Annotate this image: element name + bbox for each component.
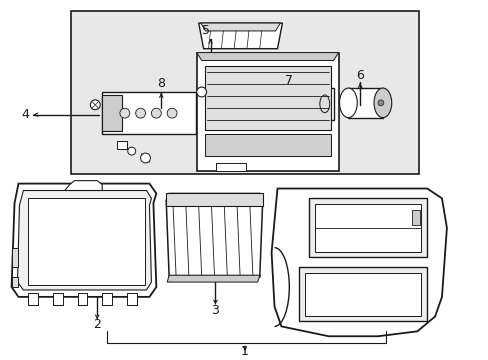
Polygon shape: [196, 53, 338, 171]
Circle shape: [127, 147, 135, 155]
Circle shape: [141, 153, 150, 163]
Polygon shape: [64, 181, 102, 190]
Text: 8: 8: [157, 77, 165, 90]
Polygon shape: [166, 193, 262, 277]
Text: 1: 1: [241, 345, 248, 357]
Bar: [314, 204, 421, 252]
Polygon shape: [347, 88, 382, 118]
Polygon shape: [102, 95, 122, 131]
Bar: [28, 198, 144, 285]
Text: 5: 5: [201, 24, 209, 37]
Text: 7: 7: [285, 74, 293, 87]
Circle shape: [90, 100, 100, 110]
Text: 3: 3: [211, 304, 219, 317]
Circle shape: [377, 100, 383, 106]
Text: 2: 2: [93, 318, 101, 331]
Polygon shape: [117, 141, 126, 149]
Polygon shape: [53, 293, 62, 305]
Polygon shape: [200, 23, 280, 31]
Polygon shape: [28, 293, 38, 305]
Text: 6: 6: [356, 69, 364, 82]
Ellipse shape: [373, 88, 391, 118]
Bar: [71, 11, 419, 174]
Circle shape: [135, 108, 145, 118]
Bar: [308, 198, 427, 257]
Bar: [411, 210, 420, 225]
Polygon shape: [12, 277, 19, 287]
Ellipse shape: [339, 88, 357, 118]
Polygon shape: [12, 184, 156, 297]
Polygon shape: [102, 293, 112, 305]
Polygon shape: [316, 88, 333, 120]
Bar: [299, 267, 427, 321]
Circle shape: [151, 108, 161, 118]
Polygon shape: [126, 293, 136, 305]
Circle shape: [167, 108, 177, 118]
Ellipse shape: [319, 95, 329, 113]
Bar: [204, 134, 330, 156]
Circle shape: [196, 87, 206, 97]
Polygon shape: [12, 248, 19, 267]
Bar: [204, 66, 330, 130]
Bar: [305, 273, 421, 316]
Circle shape: [120, 108, 129, 118]
Polygon shape: [271, 189, 446, 336]
Polygon shape: [216, 163, 245, 171]
Polygon shape: [196, 53, 338, 60]
Polygon shape: [166, 193, 262, 206]
Polygon shape: [167, 275, 259, 282]
Polygon shape: [78, 293, 87, 305]
Text: 4: 4: [21, 108, 29, 121]
Polygon shape: [102, 92, 195, 134]
Polygon shape: [198, 23, 282, 49]
Polygon shape: [18, 190, 151, 290]
